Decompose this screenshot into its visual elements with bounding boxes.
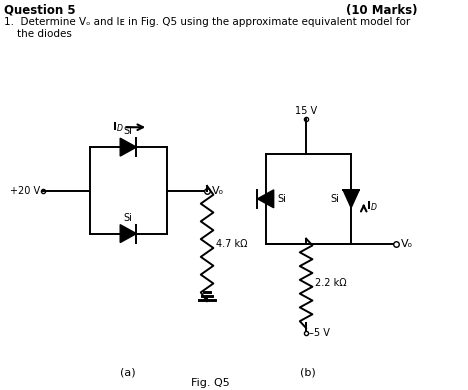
Text: (10 Marks): (10 Marks) [346, 4, 418, 17]
Text: the diodes: the diodes [4, 29, 72, 39]
Text: Si: Si [330, 194, 339, 204]
Text: (a): (a) [120, 368, 136, 378]
Text: I$_D$: I$_D$ [366, 199, 378, 213]
Polygon shape [120, 225, 136, 243]
Text: Vₒ: Vₒ [212, 186, 224, 196]
Text: Fig. Q5: Fig. Q5 [191, 378, 230, 388]
Text: –5 V: –5 V [309, 328, 329, 338]
Polygon shape [343, 190, 359, 208]
Polygon shape [120, 138, 136, 156]
Text: I$_D$: I$_D$ [111, 121, 124, 134]
Text: Vₒ: Vₒ [401, 239, 413, 248]
Text: 4.7 kΩ: 4.7 kΩ [216, 239, 248, 248]
Text: 2.2 kΩ: 2.2 kΩ [315, 278, 347, 288]
Text: 1.  Determine Vₒ and Iᴇ in Fig. Q5 using the approximate equivalent model for: 1. Determine Vₒ and Iᴇ in Fig. Q5 using … [4, 17, 410, 27]
Text: (b): (b) [300, 368, 316, 378]
Text: Si: Si [124, 126, 133, 136]
Text: Si: Si [278, 194, 286, 204]
Text: Si: Si [124, 213, 133, 223]
Text: +20 V: +20 V [10, 186, 41, 196]
Polygon shape [257, 190, 274, 208]
Text: 15 V: 15 V [295, 106, 317, 116]
Text: Question 5: Question 5 [4, 4, 75, 17]
